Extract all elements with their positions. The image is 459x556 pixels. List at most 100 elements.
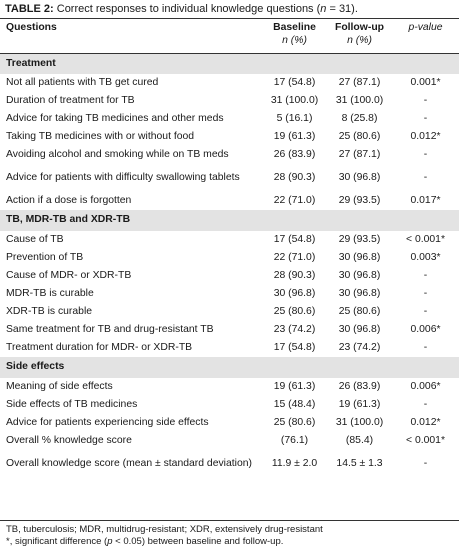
followup-cell: 30 (96.8) (338, 251, 381, 263)
footnote-abbreviations: TB, tuberculosis; MDR, multidrug-resista… (6, 524, 323, 535)
question-cell: Action if a dose is forgotten (6, 194, 132, 206)
caption-text: Correct responses to individual knowledg… (53, 3, 321, 15)
pvalue-cell: - (423, 171, 428, 183)
table-row: Overall % knowledge score (76.1) (85.4) … (0, 432, 459, 450)
pvalue-cell: - (423, 287, 428, 299)
baseline-cell: 19 (61.3) (273, 130, 316, 142)
header-followup: Follow-up n (%) (327, 19, 392, 53)
followup-cell: 29 (93.5) (338, 194, 381, 206)
section-row: Side effects (0, 357, 459, 378)
pvalue-cell: 0.006* (410, 323, 441, 335)
pvalue-cell: 0.001* (410, 76, 441, 88)
pvalue-cell: < 0.001* (405, 233, 445, 245)
baseline-cell: 31 (100.0) (270, 94, 319, 106)
caption-n-var: n (320, 3, 327, 15)
caption-label: TABLE 2: (5, 3, 54, 15)
header-baseline: Baseline n (%) (262, 19, 327, 53)
table-row: Taking TB medicines with or without food… (0, 128, 459, 146)
question-cell: MDR-TB is curable (6, 287, 94, 299)
followup-cell: 27 (87.1) (338, 148, 381, 160)
baseline-cell: 25 (80.6) (273, 416, 316, 428)
bottom-rule (0, 520, 459, 521)
question-cell: Same treatment for TB and drug-resistant… (6, 323, 214, 335)
pvalue-cell: - (423, 305, 428, 317)
pvalue-cell: < 0.001* (405, 434, 445, 446)
followup-cell: 8 (25.8) (341, 112, 378, 124)
table-row: Advice for taking TB medicines and other… (0, 110, 459, 128)
table-row: Cause of MDR- or XDR-TB 28 (90.3) 30 (96… (0, 267, 459, 285)
followup-cell: 23 (74.2) (338, 341, 381, 353)
footnote-p-var: p (107, 536, 113, 547)
table-row: Advice for patients with difficulty swal… (0, 164, 459, 192)
table-row: MDR-TB is curable 30 (96.8) 30 (96.8) - (0, 285, 459, 303)
knowledge-table: Questions Baseline n (%) Follow-up n (%) p… (0, 19, 459, 478)
header-row: Questions Baseline n (%) Follow-up n (%) p… (0, 19, 459, 53)
pvalue-cell: - (423, 341, 428, 353)
followup-cell: 31 (100.0) (335, 94, 384, 106)
pvalue-cell: - (423, 148, 428, 160)
header-followup-sub: n (%) (347, 34, 372, 46)
question-cell: Taking TB medicines with or without food (6, 130, 195, 142)
baseline-cell: 22 (71.0) (273, 251, 316, 263)
followup-cell: 30 (96.8) (338, 287, 381, 299)
followup-cell: 31 (100.0) (335, 416, 384, 428)
followup-cell: 19 (61.3) (338, 398, 381, 410)
pvalue-cell: 0.012* (410, 130, 441, 142)
table-row: Treatment duration for MDR- or XDR-TB 17… (0, 339, 459, 357)
question-cell: Cause of MDR- or XDR-TB (6, 269, 132, 281)
question-cell: Meaning of side effects (6, 380, 113, 392)
table-footnotes: TB, tuberculosis; MDR, multidrug-resista… (6, 524, 323, 548)
question-cell: Cause of TB (6, 233, 64, 245)
pvalue-cell: 0.012* (410, 416, 441, 428)
baseline-cell: 25 (80.6) (273, 305, 316, 317)
followup-cell: 30 (96.8) (338, 269, 381, 281)
section-row: TB, MDR-TB and XDR-TB (0, 210, 459, 231)
pvalue-cell: - (423, 112, 428, 124)
baseline-cell: 15 (48.4) (273, 398, 316, 410)
header-pvalue: p-value (392, 19, 459, 53)
followup-cell: 30 (96.8) (338, 171, 381, 183)
header-followup-label: Follow-up (334, 22, 385, 33)
question-cell: Not all patients with TB get cured (6, 76, 159, 88)
table-row: Same treatment for TB and drug-resistant… (0, 321, 459, 339)
table-row: Duration of treatment for TB 31 (100.0) … (0, 92, 459, 110)
baseline-cell: (76.1) (280, 434, 309, 446)
baseline-cell: 30 (96.8) (273, 287, 316, 299)
followup-cell: 26 (83.9) (338, 380, 381, 392)
baseline-cell: 17 (54.8) (273, 233, 316, 245)
top-rule (0, 18, 459, 19)
table-row: Cause of TB 17 (54.8) 29 (93.5) < 0.001* (0, 231, 459, 249)
table-caption: TABLE 2: Correct responses to individual… (5, 2, 358, 16)
table-row: Overall knowledge score (mean ± standard… (0, 450, 459, 478)
pvalue-cell: - (423, 398, 428, 410)
baseline-cell: 17 (54.8) (273, 341, 316, 353)
section-row: Treatment (0, 53, 459, 74)
baseline-cell: 19 (61.3) (273, 380, 316, 392)
section-title: Treatment (0, 53, 262, 74)
header-pvalue-label: p-value (408, 22, 443, 33)
baseline-cell: 11.9 ± 2.0 (271, 457, 318, 469)
pvalue-cell: 0.017* (410, 194, 441, 206)
table-row: Advice for patients experiencing side ef… (0, 414, 459, 432)
pvalue-cell: 0.003* (410, 251, 441, 263)
followup-cell: 30 (96.8) (338, 323, 381, 335)
header-baseline-label: Baseline (273, 22, 316, 33)
table-row: Meaning of side effects 19 (61.3) 26 (83… (0, 378, 459, 396)
pvalue-cell: - (423, 94, 428, 106)
followup-cell: 25 (80.6) (338, 130, 381, 142)
followup-cell: 27 (87.1) (338, 76, 381, 88)
footnote-significance: *, significant difference (p < 0.05) bet… (6, 536, 323, 548)
question-cell: Advice for patients with difficulty swal… (6, 172, 240, 183)
question-cell: Avoiding alcohol and smoking while on TB… (6, 148, 229, 160)
baseline-cell: 17 (54.8) (273, 76, 316, 88)
pvalue-cell: - (423, 457, 428, 469)
header-questions: Questions (6, 22, 57, 33)
caption-text-end: = 31). (326, 3, 358, 15)
followup-cell: 29 (93.5) (338, 233, 381, 245)
footnote-sig-text-end: < 0.05) between baseline and follow-up. (112, 536, 284, 547)
baseline-cell: 28 (90.3) (273, 171, 316, 183)
baseline-cell: 22 (71.0) (273, 194, 316, 206)
question-cell: Duration of treatment for TB (6, 94, 135, 106)
question-cell: Overall % knowledge score (6, 434, 132, 446)
